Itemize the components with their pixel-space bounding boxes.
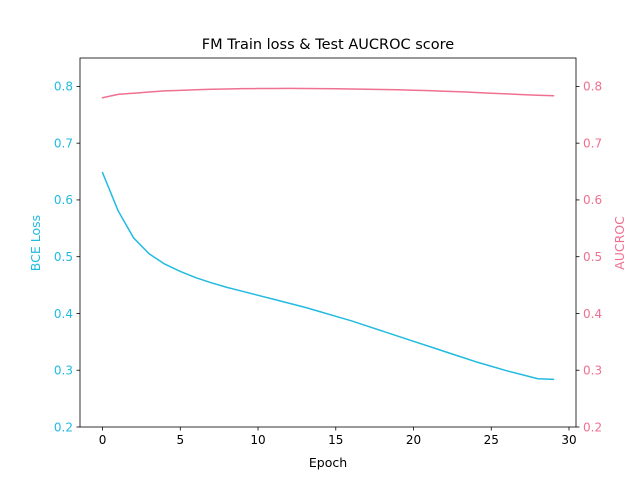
x-axis-label: Epoch (309, 455, 347, 470)
plot-frame (79, 57, 577, 428)
x-tick-label: 20 (406, 433, 421, 447)
right-y-axis-label: AUCROC (612, 216, 627, 270)
left-y-tick-label: 0.2 (54, 420, 73, 434)
x-tick-label: 10 (250, 433, 265, 447)
x-tick-label: 5 (176, 433, 184, 447)
left-y-tick-label: 0.7 (54, 136, 73, 150)
left-y-tick-label: 0.6 (54, 193, 73, 207)
right-y-tick-label: 0.2 (583, 420, 602, 434)
right-y-tick-label: 0.8 (583, 80, 602, 94)
aucroc-line (101, 87, 555, 99)
left-y-tick-label: 0.8 (54, 80, 73, 94)
right-y-tick-label: 0.7 (583, 136, 602, 150)
x-tick-label: 15 (328, 433, 343, 447)
x-tick-label: 25 (484, 433, 499, 447)
left-y-axis-label: BCE Loss (28, 215, 43, 271)
right-y-tick-label: 0.3 (583, 364, 602, 378)
right-y-tick-label: 0.6 (583, 193, 602, 207)
left-y-tick-label: 0.4 (54, 307, 73, 321)
bce-loss-line (101, 171, 555, 381)
right-y-tick-label: 0.5 (583, 250, 602, 264)
chart-title: FM Train loss & Test AUCROC score (202, 37, 454, 53)
right-y-tick-label: 0.4 (583, 307, 602, 321)
left-y-tick-label: 0.3 (54, 364, 73, 378)
left-y-tick-label: 0.5 (54, 250, 73, 264)
x-tick-label: 0 (99, 433, 107, 447)
x-tick-label: 30 (561, 433, 576, 447)
